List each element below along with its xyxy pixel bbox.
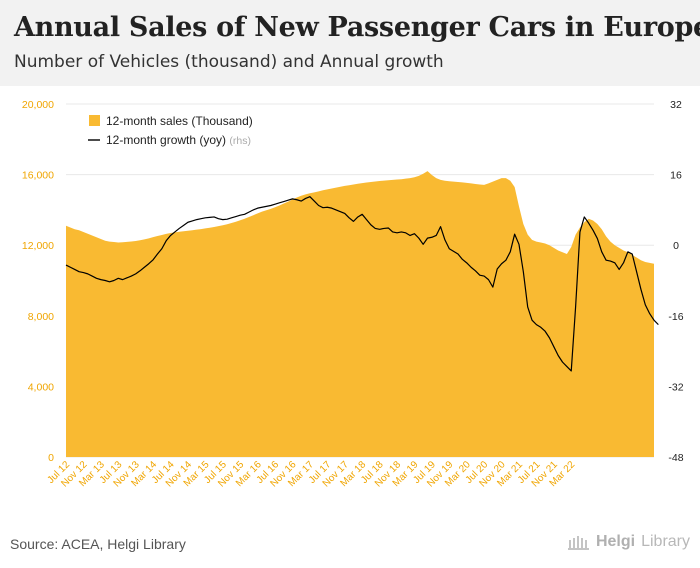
legend-label-growth: 12-month growth (yoy) (rhs) <box>106 133 251 147</box>
brand-prefix: Helgi <box>595 533 636 550</box>
y-left-tick-label: 16,000 <box>22 170 54 182</box>
legend-label-sales: 12-month sales (Thousand) <box>106 114 253 128</box>
y-right-tick-label: -16 <box>668 311 683 323</box>
y-left-tick-label: 0 <box>48 452 54 464</box>
sales-area <box>66 171 654 457</box>
y-left-tick-label: 20,000 <box>22 99 54 111</box>
y-right-tick-label: 16 <box>670 170 682 182</box>
brand-logo: Helgi Library <box>567 533 690 551</box>
header-band <box>0 0 700 86</box>
legend-rhs-suffix: (rhs) <box>229 135 251 147</box>
legend-swatch-area <box>89 115 100 126</box>
chart-title: Annual Sales of New Passenger Cars in Eu… <box>14 12 700 43</box>
y-left-tick-label: 12,000 <box>22 240 54 252</box>
y-right-tick-label: 0 <box>673 240 679 252</box>
y-right-tick-label: 32 <box>670 99 682 111</box>
library-icon <box>567 536 589 550</box>
chart-svg: 0 4,000 8,000 12,000 16,000 20,000 -48 -32 -16 0 1… <box>22 99 684 490</box>
y-left-tick-label: 8,000 <box>28 311 54 323</box>
brand-suffix: Library <box>641 533 690 550</box>
y-left-tick-label: 4,000 <box>28 381 54 393</box>
y-right-tick-label: -48 <box>668 452 683 464</box>
growth-line <box>65 196 659 372</box>
y-right-tick-label: -32 <box>668 381 683 393</box>
chart-subtitle: Number of Vehicles (thousand) and Annual… <box>14 52 444 72</box>
source-note: Source: ACEA, Helgi Library <box>10 536 186 552</box>
